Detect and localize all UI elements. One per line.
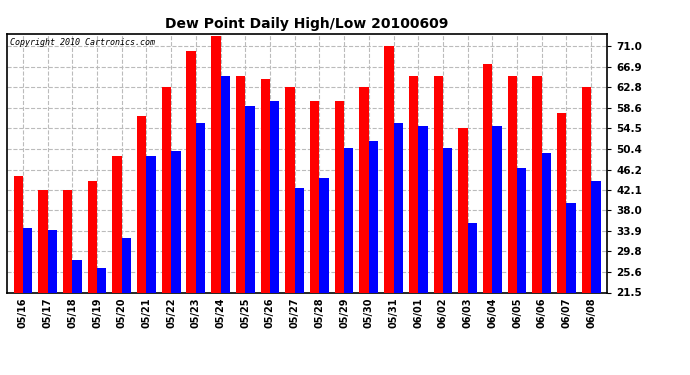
Bar [270,101,279,375]
Bar [468,223,477,375]
Bar [359,87,369,375]
Bar [121,238,131,375]
Bar [221,76,230,375]
Bar [14,176,23,375]
Bar [335,101,344,375]
Bar [63,190,72,375]
Bar [566,203,576,375]
Bar [310,101,319,375]
Bar [369,141,378,375]
Bar [161,87,171,375]
Bar [196,123,205,375]
Bar [146,156,156,375]
Bar [97,268,106,375]
Bar [418,126,428,375]
Bar [533,76,542,375]
Bar [261,78,270,375]
Bar [285,87,295,375]
Bar [443,148,453,375]
Bar [48,230,57,375]
Bar [245,106,255,375]
Bar [433,76,443,375]
Bar [493,126,502,375]
Bar [458,128,468,375]
Bar [112,156,121,375]
Bar [557,113,566,375]
Bar [236,76,245,375]
Bar [508,76,517,375]
Bar [517,168,526,375]
Bar [38,190,48,375]
Bar [186,51,196,375]
Bar [344,148,353,375]
Bar [211,36,221,375]
Bar [483,64,493,375]
Bar [171,151,181,375]
Bar [542,153,551,375]
Text: Copyright 2010 Cartronics.com: Copyright 2010 Cartronics.com [10,38,155,46]
Bar [582,87,591,375]
Bar [137,116,146,375]
Bar [384,46,393,375]
Bar [393,123,403,375]
Bar [591,180,600,375]
Bar [72,260,81,375]
Title: Dew Point Daily High/Low 20100609: Dew Point Daily High/Low 20100609 [166,17,448,31]
Bar [319,178,329,375]
Bar [88,180,97,375]
Bar [295,188,304,375]
Bar [23,228,32,375]
Bar [409,76,418,375]
